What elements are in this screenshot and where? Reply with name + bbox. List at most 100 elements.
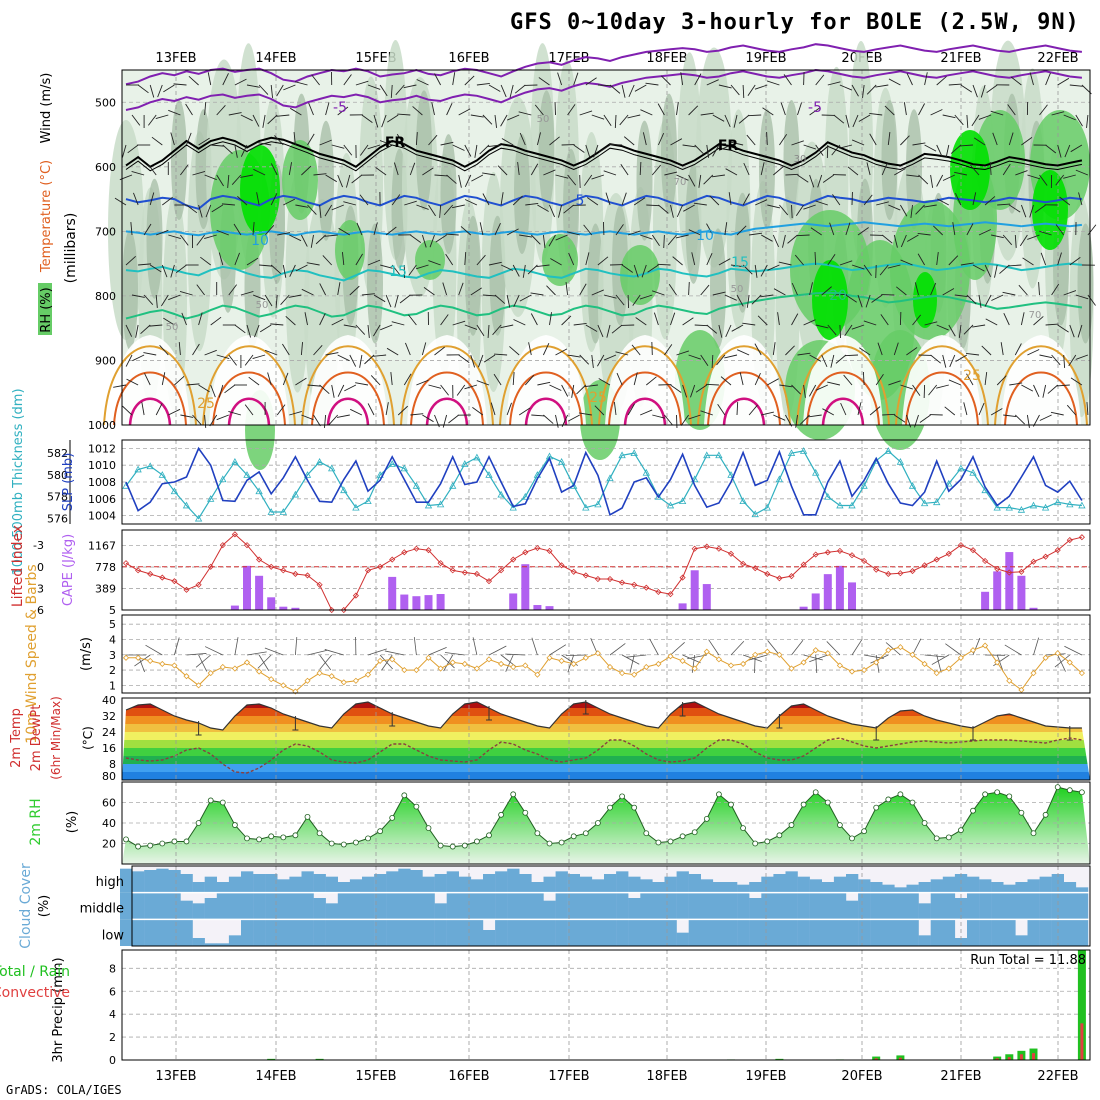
wind-barb bbox=[749, 232, 763, 236]
wind-barb bbox=[346, 174, 351, 188]
cloud-high-bar bbox=[1015, 882, 1028, 893]
wind10-barb bbox=[443, 654, 454, 672]
cloud-middle-bar bbox=[579, 892, 593, 920]
wind-barb bbox=[149, 324, 163, 327]
wind-barb bbox=[488, 144, 502, 148]
wind10-point bbox=[425, 654, 432, 661]
wind-barb bbox=[410, 234, 422, 244]
wind-barb bbox=[986, 84, 998, 94]
wind-barb bbox=[568, 414, 580, 422]
wind-barb bbox=[306, 262, 320, 266]
wind-barb bbox=[390, 84, 393, 98]
wind-barb bbox=[688, 174, 696, 187]
cloud-high-bar bbox=[543, 876, 556, 893]
wind-barb bbox=[531, 414, 545, 417]
cloud-low-bar bbox=[616, 919, 629, 946]
wind-barb bbox=[1057, 324, 1069, 333]
wind-barb bbox=[464, 384, 478, 390]
wind-barb bbox=[923, 204, 937, 208]
wind-barb bbox=[606, 324, 611, 338]
thickness-point bbox=[993, 503, 1001, 511]
lifted-index-point bbox=[594, 575, 601, 583]
thickness-point bbox=[557, 457, 566, 465]
wind-barb bbox=[125, 324, 133, 337]
cloud-middle-bar bbox=[773, 892, 786, 920]
precip-grid bbox=[122, 950, 1090, 1060]
cloud-high-bar bbox=[930, 879, 943, 893]
wind10-barb bbox=[234, 637, 239, 656]
lifted-index-point bbox=[485, 578, 493, 585]
wind-barb bbox=[487, 324, 490, 338]
wind-barb bbox=[627, 230, 641, 236]
cloud-middle-bar bbox=[265, 892, 278, 920]
cape-bar bbox=[291, 607, 300, 610]
cloud-high-bar bbox=[1039, 876, 1052, 893]
wind-barb bbox=[300, 342, 303, 356]
wind-barb bbox=[490, 402, 496, 416]
wind-barb bbox=[442, 282, 448, 296]
wind10-barb bbox=[1033, 637, 1040, 656]
temp-band bbox=[122, 724, 1090, 732]
rh-contour-90 bbox=[415, 240, 445, 280]
cloud-low-bar bbox=[446, 919, 459, 946]
wind-barb bbox=[561, 384, 569, 397]
wind-barb bbox=[670, 138, 683, 146]
wind-barb bbox=[785, 345, 795, 356]
wind10-barb bbox=[791, 640, 804, 656]
wind-barb bbox=[884, 105, 895, 116]
wind-barb bbox=[1002, 234, 1013, 246]
wind10-barb bbox=[742, 654, 762, 662]
wind-barb bbox=[754, 343, 762, 356]
cape-bar bbox=[848, 582, 856, 610]
cloud-high-bar bbox=[616, 871, 629, 893]
wind-barb bbox=[542, 343, 550, 356]
wind10-point bbox=[498, 660, 505, 668]
rh-contour-70 bbox=[759, 109, 775, 230]
wind-barb bbox=[809, 107, 821, 116]
lifted-index-point bbox=[183, 586, 190, 593]
wind10-point bbox=[655, 660, 662, 668]
wind-barb bbox=[1056, 384, 1070, 387]
cloud-low-bar bbox=[168, 919, 181, 946]
wind10-barb bbox=[264, 647, 284, 656]
wind-barb bbox=[188, 75, 199, 86]
wind-barb bbox=[325, 352, 339, 356]
wind10-point bbox=[389, 656, 396, 663]
wind-barb bbox=[349, 354, 357, 367]
lifted-index-point bbox=[897, 570, 904, 577]
cloud-high-bar bbox=[483, 874, 496, 893]
wind-barb bbox=[1070, 144, 1083, 153]
wind-barb bbox=[780, 102, 786, 116]
wind-barb bbox=[700, 284, 710, 296]
wind-barb bbox=[337, 384, 345, 397]
cloud-middle-bar bbox=[1051, 892, 1064, 920]
wind-barb bbox=[888, 78, 901, 86]
wind-barb bbox=[205, 204, 212, 218]
wind-barb bbox=[766, 80, 780, 86]
wind-barb bbox=[270, 193, 278, 206]
thickness-point bbox=[1066, 500, 1074, 508]
wind-barb bbox=[355, 80, 369, 86]
wind-barb bbox=[210, 384, 216, 398]
cloud-high-bar bbox=[519, 874, 532, 893]
cloud-middle-bar bbox=[664, 892, 677, 920]
wind-barb bbox=[174, 375, 185, 386]
wind-barb bbox=[149, 264, 162, 273]
wind-barb bbox=[403, 84, 417, 89]
lifted-index-point bbox=[933, 556, 940, 563]
rh2m-point bbox=[207, 797, 214, 804]
wind-barb bbox=[1009, 382, 1023, 386]
wind-barb bbox=[779, 133, 788, 146]
lifted-index-point bbox=[389, 556, 396, 563]
wind-barb bbox=[773, 166, 784, 176]
wind-barb bbox=[567, 104, 576, 116]
rh2m-point bbox=[582, 830, 589, 837]
thickness-point bbox=[884, 447, 892, 454]
wind10-point bbox=[546, 654, 553, 661]
wind-barb bbox=[691, 252, 696, 266]
cloud-low-bar bbox=[204, 943, 217, 946]
wind-barb bbox=[234, 324, 246, 334]
thickness-point bbox=[158, 471, 166, 478]
wind-barb bbox=[518, 407, 531, 416]
isotherm-30 bbox=[509, 371, 583, 426]
